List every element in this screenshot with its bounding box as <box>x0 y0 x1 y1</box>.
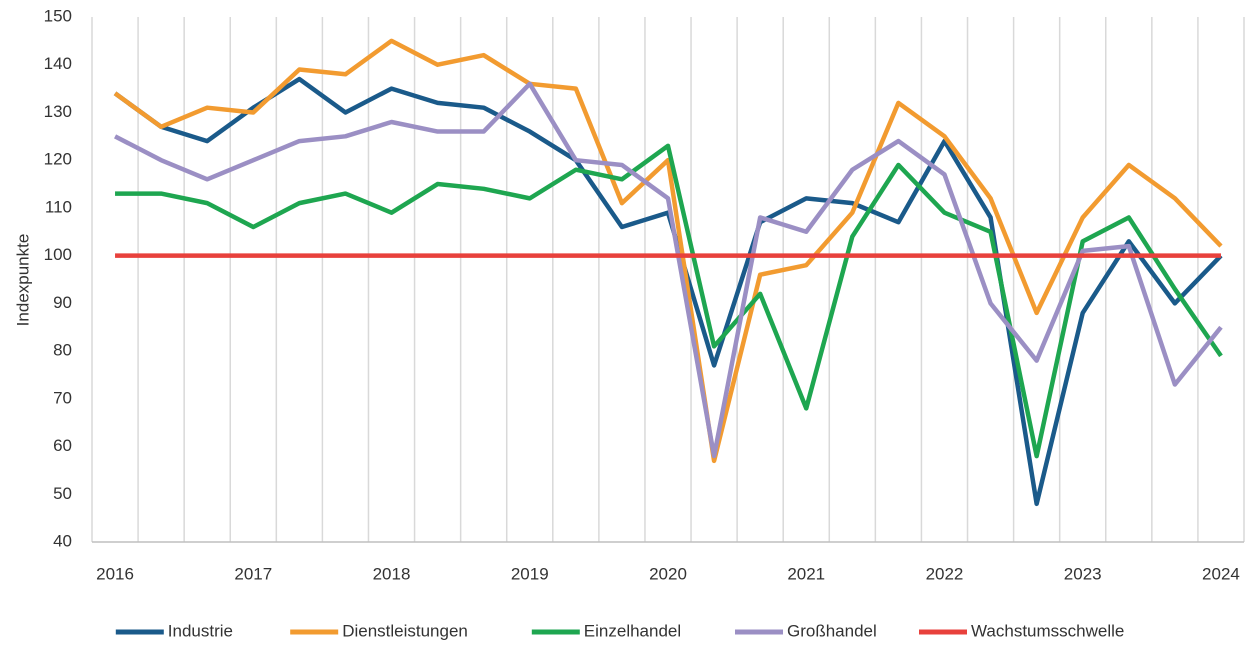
x-tick-label: 2022 <box>926 564 964 583</box>
legend-label: Wachstumsschwelle <box>971 621 1124 640</box>
y-tick-label: 40 <box>53 531 72 550</box>
x-tick-label: 2016 <box>96 564 134 583</box>
series-line <box>114 81 1223 459</box>
x-tick-label: 2020 <box>649 564 687 583</box>
x-tick-label: 2017 <box>234 564 272 583</box>
series-line <box>113 76 1223 507</box>
y-tick-label: 80 <box>53 341 72 360</box>
x-tick-label: 2019 <box>511 564 549 583</box>
y-tick-label: 120 <box>44 150 72 169</box>
x-tick-label: 2023 <box>1064 564 1102 583</box>
y-tick-label: 140 <box>44 54 72 73</box>
legend-label: Großhandel <box>787 621 877 640</box>
legend-label: Dienstleistungen <box>342 621 468 640</box>
legend-label: Industrie <box>168 621 233 640</box>
x-tick-label: 2021 <box>787 564 825 583</box>
y-tick-label: 90 <box>53 293 72 312</box>
y-tick-label: 130 <box>44 102 72 121</box>
y-tick-label: 110 <box>45 197 72 216</box>
y-axis-label: Indexpunkte <box>13 234 32 327</box>
y-tick-label: 50 <box>53 484 72 503</box>
y-tick-label: 70 <box>53 388 72 407</box>
x-tick-label: 2018 <box>373 564 411 583</box>
y-tick-label: 100 <box>44 245 72 264</box>
y-tick-label: 150 <box>44 6 72 25</box>
x-tick-label: 2024 <box>1202 564 1240 583</box>
series-line <box>113 38 1223 464</box>
legend-label: Einzelhandel <box>584 621 681 640</box>
series-line <box>115 143 1223 459</box>
y-tick-label: 60 <box>53 436 72 455</box>
